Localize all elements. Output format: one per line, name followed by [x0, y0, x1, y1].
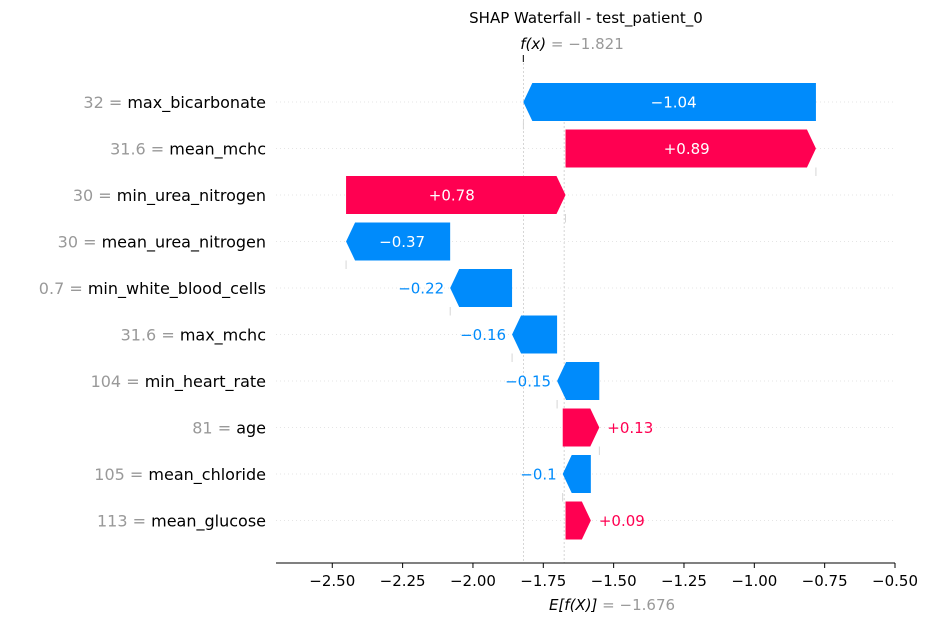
feature-name: min_heart_rate [145, 372, 266, 392]
feature-value: 0.7 = [39, 279, 88, 298]
bar-value-label: +0.78 [429, 187, 475, 205]
fx-value: −1.821 [568, 35, 624, 53]
feature-value: 104 = [91, 372, 145, 391]
feature-value: 31.6 = [110, 140, 169, 159]
base-value: −1.676 [620, 596, 676, 614]
x-tick-label: −0.75 [802, 572, 848, 590]
base-value-annotation: E[f(X)] = −1.676 [549, 596, 675, 614]
base-label: E[f(X)] [549, 596, 598, 614]
feature-value: 31.6 = [121, 326, 180, 345]
bar-value-label: −1.04 [651, 94, 697, 112]
feature-label: 113 = mean_glucose [97, 512, 266, 532]
feature-name: min_white_blood_cells [88, 279, 266, 299]
feature-label: 0.7 = min_white_blood_cells [39, 279, 266, 299]
x-tick-label: −1.50 [591, 572, 637, 590]
positive-shap-bar [565, 129, 816, 168]
feature-value: 32 = [83, 93, 127, 112]
bar-value-label: −0.16 [460, 326, 506, 344]
feature-label: 105 = mean_chloride [94, 465, 266, 485]
fx-label: f(x) [520, 35, 546, 53]
feature-label: 31.6 = mean_mchc [110, 140, 266, 160]
feature-label: 104 = min_heart_rate [91, 372, 266, 392]
negative-shap-bar [512, 315, 558, 354]
feature-label: 30 = min_urea_nitrogen [73, 186, 266, 206]
feature-label: 32 = max_bicarbonate [83, 93, 266, 113]
feature-value: 30 = [58, 233, 102, 252]
bar-value-label: −0.15 [505, 373, 551, 391]
feature-label: 81 = age [192, 419, 266, 438]
negative-shap-bar [346, 222, 451, 261]
x-tick-label: −1.25 [661, 572, 707, 590]
feature-name: mean_urea_nitrogen [102, 233, 266, 253]
x-tick-label: −2.00 [450, 572, 496, 590]
negative-shap-bar [562, 455, 591, 493]
feature-value: 105 = [94, 465, 148, 484]
x-tick-label: −1.75 [520, 572, 566, 590]
base-equals: = [597, 596, 619, 614]
feature-label: 30 = mean_urea_nitrogen [58, 233, 266, 253]
feature-label: 31.6 = max_mchc [121, 326, 266, 346]
feature-name: max_bicarbonate [127, 93, 266, 113]
feature-name: mean_glucose [151, 512, 266, 532]
negative-shap-bar [450, 269, 513, 307]
feature-value: 81 = [192, 419, 236, 438]
feature-name: min_urea_nitrogen [117, 186, 266, 206]
bar-value-label: −0.22 [398, 280, 444, 298]
feature-name: mean_chloride [148, 465, 266, 485]
x-tick-label: −2.25 [380, 572, 426, 590]
x-axis: −2.50 −2.25 −2.00 −1.75 −1.50 −1.25 −1.00 −0.75… [276, 562, 918, 590]
positive-shap-bar [565, 501, 591, 540]
negative-shap-bar [523, 83, 816, 121]
bars-group: −1.04 +0.89 +0.78 −0.37 −0.22 −0.16 −0.15 +0.13… [346, 83, 816, 540]
reference-lines [345, 55, 817, 563]
bar-value-label: +0.89 [664, 140, 710, 158]
bar-value-label: +0.13 [607, 419, 653, 437]
fx-equals: = [546, 35, 568, 53]
x-tick-label: −2.50 [309, 572, 355, 590]
positive-shap-bar [346, 176, 566, 214]
feature-name: max_mchc [180, 326, 266, 346]
fx-annotation: f(x) = −1.821 [520, 35, 624, 53]
negative-shap-bar [557, 362, 600, 400]
feature-value: 113 = [97, 512, 151, 531]
positive-shap-bar [562, 408, 600, 447]
x-tick-label: −1.00 [731, 572, 777, 590]
feature-value: 30 = [73, 186, 117, 205]
feature-name: mean_mchc [169, 140, 266, 160]
chart-title: SHAP Waterfall - test_patient_0 [469, 9, 703, 28]
feature-name: age [236, 419, 266, 438]
x-tick-label: −0.50 [872, 572, 918, 590]
bar-value-label: −0.37 [379, 233, 425, 251]
bar-value-label: −0.1 [520, 466, 556, 484]
bar-value-label: +0.09 [599, 512, 645, 530]
feature-labels-group: 32 = max_bicarbonate 31.6 = mean_mchc 30 =… [39, 93, 266, 532]
